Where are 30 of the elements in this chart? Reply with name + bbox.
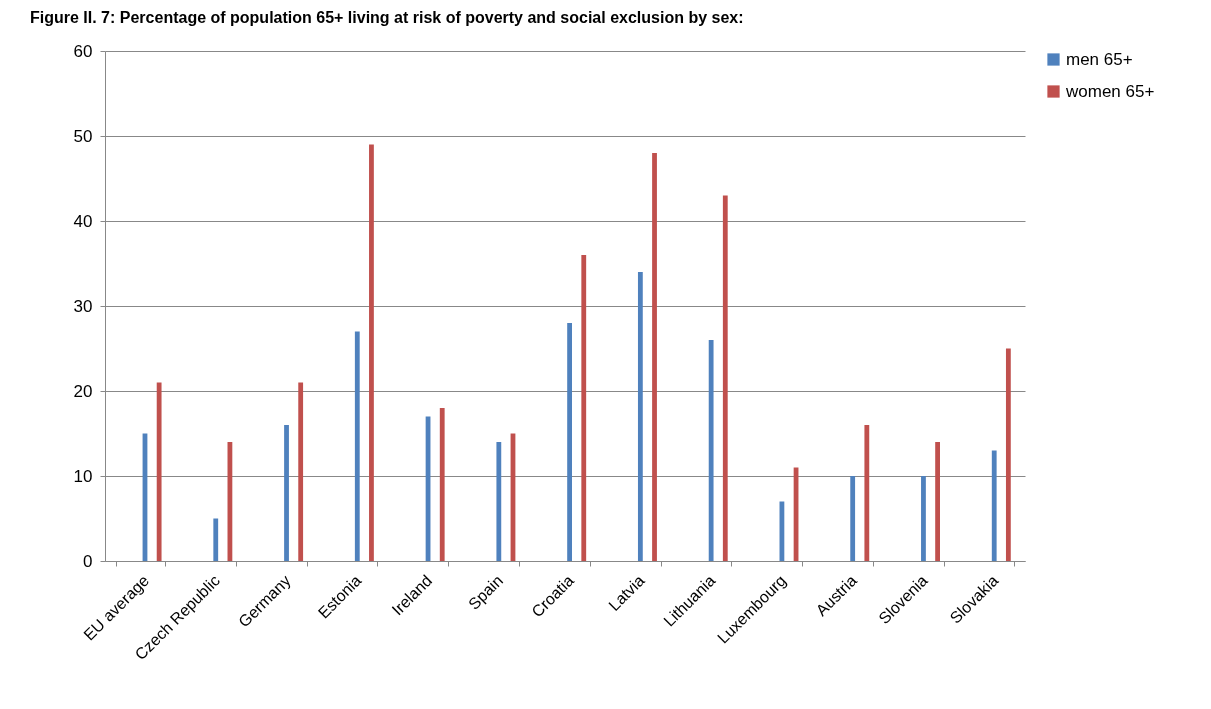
bar <box>354 331 360 561</box>
y-tick-label: 60 <box>73 41 93 61</box>
bar <box>298 382 304 561</box>
bar <box>439 408 445 561</box>
y-tick-label: 40 <box>73 211 93 231</box>
legend-label: women 65+ <box>1065 81 1155 101</box>
bar <box>864 425 870 561</box>
bar <box>156 382 162 561</box>
bar <box>991 450 997 561</box>
bar <box>581 255 587 561</box>
bar <box>369 144 374 561</box>
bar <box>496 442 502 561</box>
bar <box>935 442 941 561</box>
bar <box>637 272 643 561</box>
y-tick-label: 10 <box>73 466 93 486</box>
bar <box>921 476 926 561</box>
y-tick-label: 30 <box>73 296 93 316</box>
bar <box>213 518 219 561</box>
y-tick-label: 20 <box>73 381 93 401</box>
y-tick-label: 0 <box>83 551 93 571</box>
bar <box>850 476 856 561</box>
legend-label: men 65+ <box>1066 49 1133 69</box>
bar <box>722 195 728 561</box>
bar <box>1005 348 1011 561</box>
bar <box>708 340 714 561</box>
bar <box>284 425 289 561</box>
y-tick-label: 50 <box>73 126 93 146</box>
bar <box>567 323 573 561</box>
bar <box>652 153 657 561</box>
chart-title: Figure II. 7: Percentage of population 65+ living at risk of poverty and social exclusion by sex: <box>30 9 744 26</box>
